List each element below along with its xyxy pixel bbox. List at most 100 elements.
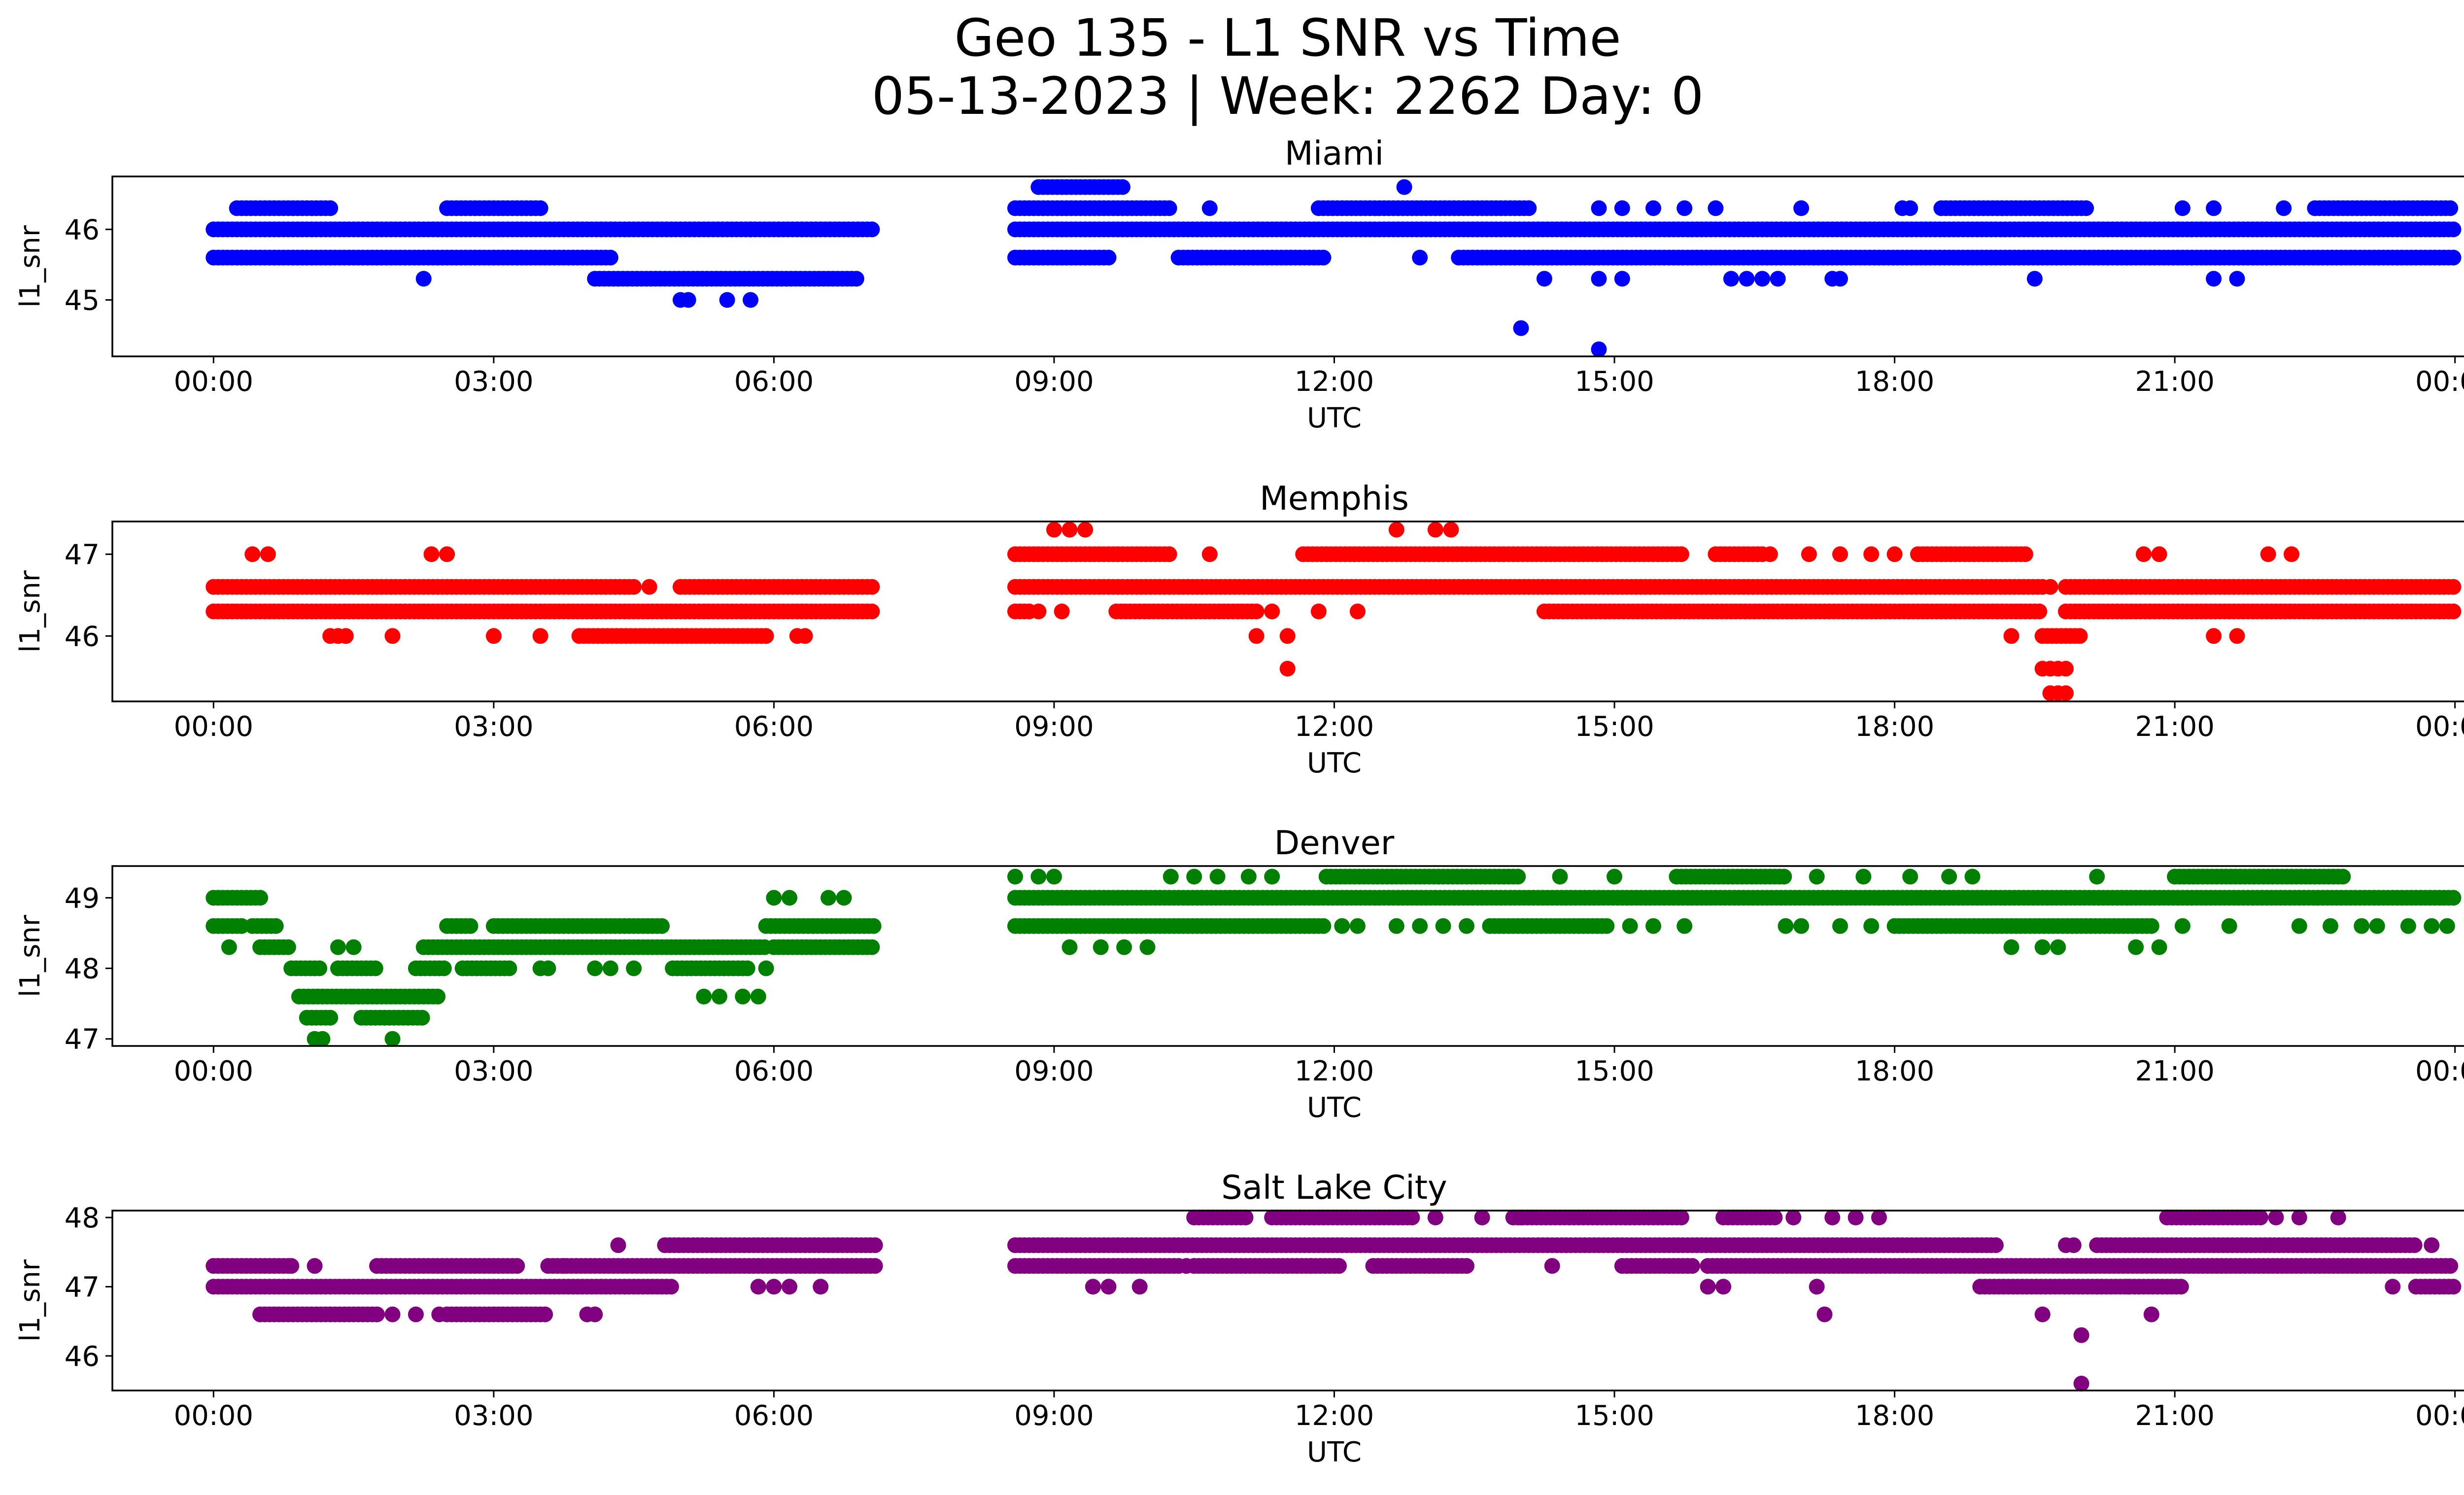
data-point (1521, 200, 1537, 216)
x-tick-label: 09:00 (1014, 1055, 1094, 1087)
data-point (743, 292, 758, 308)
data-point (2072, 628, 2088, 644)
data-point (2385, 1279, 2401, 1295)
data-point (423, 546, 440, 562)
data-point (1061, 939, 1078, 955)
data-point (867, 1258, 883, 1274)
data-point (782, 890, 797, 906)
data-point (2442, 1258, 2459, 1274)
data-point (1824, 1210, 1841, 1225)
data-point (1684, 1258, 1700, 1274)
x-tick-label: 12:00 (1295, 1055, 1374, 1087)
data-point (439, 546, 455, 562)
data-point (2120, 1279, 2136, 1295)
data-point (2354, 918, 2370, 934)
data-point (2439, 918, 2455, 934)
x-tick-label: 00:00 (174, 711, 253, 743)
data-point (2026, 271, 2043, 287)
data-point (626, 960, 642, 976)
x-tick-label: 12:00 (1295, 1400, 1374, 1432)
data-point (1902, 200, 1918, 216)
subplot-title: Salt Lake City (1221, 1168, 1447, 1207)
data-point (2034, 1306, 2051, 1322)
data-point (1161, 546, 1177, 562)
data-point (782, 1279, 797, 1295)
data-point (244, 546, 261, 562)
data-point (1315, 249, 1332, 266)
data-point (2221, 918, 2237, 934)
data-point (1591, 341, 1607, 357)
subplot-salt-lake-city: Salt Lake City 00:00 03:00 06:00 09:00 12:00 1… (14, 1168, 2464, 1468)
data-point (1396, 179, 1412, 195)
data-point (1739, 271, 1755, 287)
data-point (2445, 579, 2462, 595)
data-point (2151, 939, 2167, 955)
data-point (436, 960, 452, 976)
data-point (2424, 918, 2440, 934)
x-tick-label: 12:00 (1295, 711, 1374, 743)
data-point (1673, 1210, 1689, 1225)
x-tick-label: 21:00 (2135, 711, 2214, 743)
data-point (1427, 1210, 1443, 1225)
y-axis-label: l1_snr (14, 570, 46, 653)
data-point (1793, 200, 1810, 216)
data-point (2151, 546, 2167, 562)
data-point (1614, 200, 1630, 216)
data-point (1100, 249, 1117, 266)
data-point (1443, 522, 1459, 538)
data-point (1809, 869, 1825, 885)
x-tick-label: 03:00 (454, 1055, 533, 1087)
data-point (1201, 546, 1218, 562)
data-point (384, 1306, 401, 1322)
data-point (1677, 200, 1693, 216)
data-point (1677, 918, 1693, 934)
data-series (205, 522, 2462, 701)
data-point (1863, 546, 1880, 562)
x-axis-label: UTC (1307, 1092, 1362, 1124)
data-point (1809, 1279, 1825, 1295)
data-point (1178, 1258, 1195, 1274)
x-tick-label: 00:00 (2415, 711, 2464, 743)
data-point (1902, 869, 1918, 885)
data-point (501, 960, 517, 976)
data-point (2445, 221, 2462, 238)
x-axis-label: UTC (1307, 1436, 1362, 1468)
data-point (1412, 249, 1428, 266)
x-tick-label: 09:00 (1014, 1400, 1094, 1432)
data-point (330, 939, 346, 955)
data-point (369, 1306, 385, 1322)
data-point (2330, 1210, 2346, 1225)
data-point (2017, 546, 2033, 562)
x-tick-label: 00:00 (2415, 1055, 2464, 1087)
y-tick-label: 46 (65, 621, 100, 653)
data-point (2073, 1327, 2089, 1343)
data-point (1279, 628, 1296, 644)
data-point (1778, 918, 1794, 934)
data-point (1767, 1210, 1783, 1225)
data-point (1161, 200, 1177, 216)
data-point (696, 988, 712, 1005)
data-point (1708, 200, 1724, 216)
x-tick-label: 18:00 (1855, 711, 1934, 743)
data-point (1264, 869, 1280, 885)
data-point (2128, 939, 2144, 955)
data-point (540, 960, 556, 976)
data-point (602, 960, 618, 976)
data-point (1349, 918, 1366, 934)
data-point (1459, 918, 1474, 934)
figure-title: Geo 135 - L1 SNR vs Time 05-13-2023 | We… (0, 9, 2464, 125)
data-point (1264, 603, 1280, 620)
data-point (2291, 918, 2307, 934)
data-point (1100, 1279, 1117, 1295)
y-axis-label: l1_snr (14, 1259, 46, 1342)
data-point (1435, 918, 1451, 934)
subplot-memphis: Memphis 00:00 03:00 06:00 09:00 12:00 15:00 18:… (14, 479, 2464, 779)
x-tick-label: 15:00 (1574, 366, 1654, 398)
data-point (1248, 628, 1265, 644)
data-point (1303, 1258, 1319, 1274)
x-tick-label: 00:00 (174, 1055, 253, 1087)
data-point (2445, 1279, 2462, 1295)
data-point (2260, 546, 2276, 562)
data-point (1139, 939, 1156, 955)
